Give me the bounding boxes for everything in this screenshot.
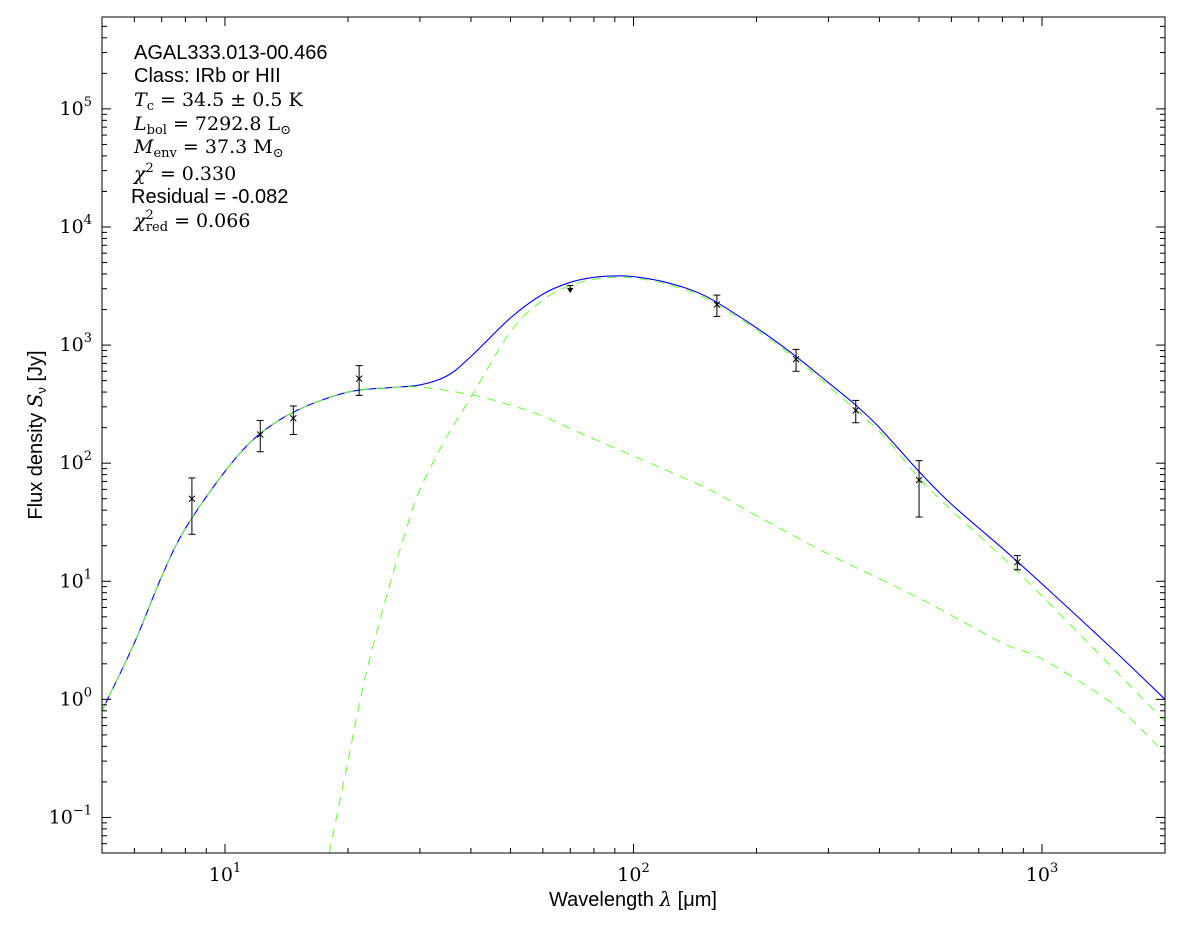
warm-component-line — [102, 386, 1165, 754]
data-point — [852, 399, 860, 424]
fit-annotations: AGAL333.013-00.466 Class: IRb or HII Tc … — [131, 42, 328, 235]
y-tick-label: 101 — [60, 567, 92, 592]
fit-curves — [102, 275, 1165, 853]
data-point — [289, 405, 297, 435]
source-name: AGAL333.013-00.466 — [134, 42, 328, 64]
data-points — [188, 284, 1021, 571]
envelope-mass-label: Menv = 37.3 M⊙ — [133, 136, 284, 161]
y-tick-label: 102 — [60, 449, 92, 474]
data-point — [256, 419, 264, 453]
y-tick-label: 104 — [60, 213, 92, 238]
data-point — [792, 348, 800, 372]
x-tick-label: 101 — [209, 861, 241, 886]
y-axis-label: Flux density Sν [Jy] — [23, 350, 49, 519]
data-point — [915, 460, 923, 518]
y-tick-label: 100 — [60, 685, 92, 710]
luminosity-label: Lbol = 7292.8 L⊙ — [133, 113, 291, 138]
axis-ticks: 101 102 103 10−1 100 101 102 103 104 105 — [49, 16, 1166, 886]
data-point — [1013, 555, 1021, 571]
y-tick-label: 105 — [60, 95, 92, 120]
upper-limit-point — [566, 284, 574, 294]
reduced-chi-squared-label: χ2 red = 0.066 — [132, 208, 250, 235]
chi-squared-label: χ2 = 0.330 — [132, 161, 236, 185]
residual-label: Residual = -0.082 — [131, 186, 288, 208]
temperature-label: Tc = 34.5 ± 0.5 K — [134, 89, 304, 114]
y-tick-label: 103 — [60, 331, 92, 356]
x-tick-label: 103 — [1026, 861, 1058, 886]
cold-component-line — [328, 276, 1165, 853]
total-fit-line — [102, 275, 1165, 712]
data-point — [355, 365, 363, 396]
data-point — [188, 477, 196, 535]
x-axis-label: Wavelength λ [μm] — [549, 887, 717, 911]
data-point — [713, 294, 721, 317]
x-tick-label: 102 — [617, 861, 649, 886]
source-class: Class: IRb or HII — [134, 65, 281, 87]
y-tick-label: 10−1 — [49, 803, 92, 828]
